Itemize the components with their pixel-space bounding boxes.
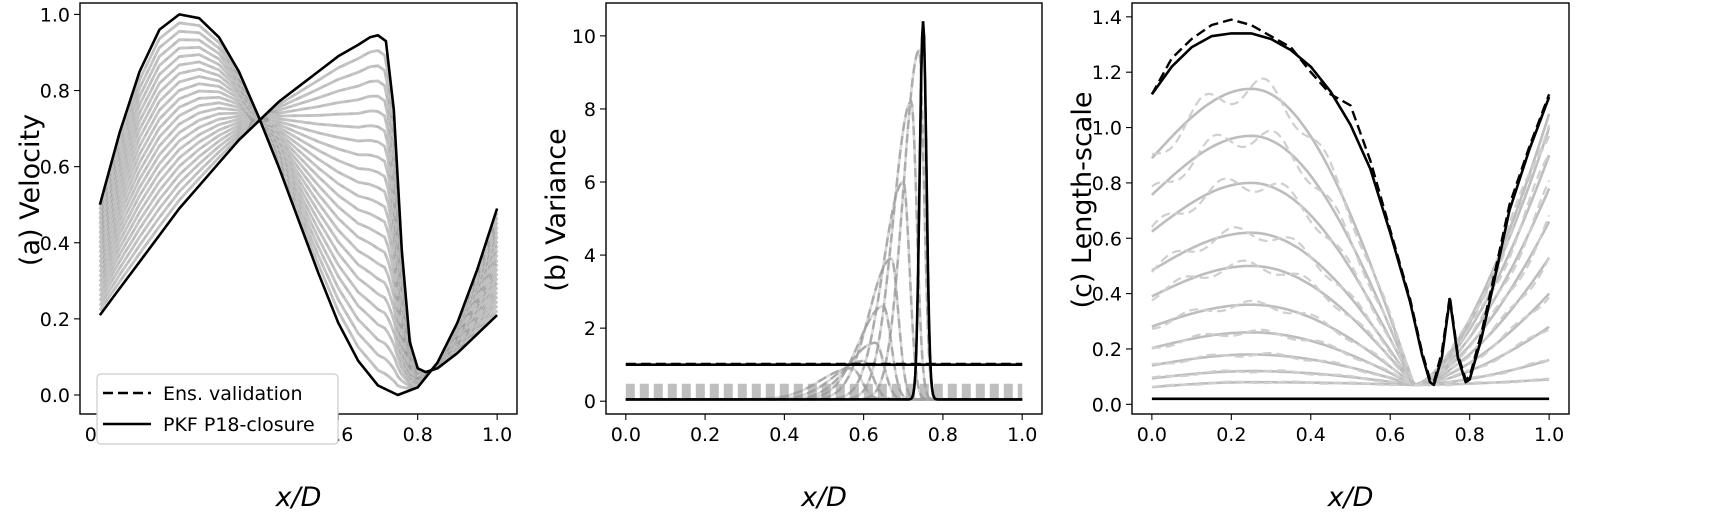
x-axis-label: x/D (275, 482, 322, 513)
y-tick-label: 1.0 (1092, 118, 1122, 140)
x-tick-label: 1.0 (1007, 424, 1037, 446)
length-scale-intermediate-dashed (1151, 129, 1551, 387)
axes-frame (605, 2, 1043, 415)
y-tick-label: 0.2 (40, 309, 70, 331)
length-scale-intermediate-solid (1151, 127, 1551, 387)
y-tick-label: 0.0 (1092, 394, 1122, 416)
length-scale-intermediate-dashed (1151, 359, 1550, 386)
x-tick-label: 1.0 (482, 424, 512, 446)
variance-final-spike-dashed (625, 21, 1023, 401)
y-tick-label: 0.6 (40, 157, 70, 179)
length-scale-axes: 0.0 0.2 0.4 0.6 0.8 1.0 0.0 0.2 0.4 0.6 0.8 1.0 1.2 1… (1067, 2, 1570, 513)
y-tick-label: 4 (584, 245, 596, 267)
velocity-intermediate-dashed (98, 96, 499, 380)
length-scale-final-line (1150, 32, 1551, 387)
variance-peak-dashed (625, 341, 1023, 401)
x-tick-label: 0.6 (1375, 424, 1405, 446)
legend-label-ensemble: Ens. validation (163, 383, 303, 405)
variance-peak-dashed (625, 99, 1023, 401)
y-axis-label: (c) Length-scale (1067, 92, 1098, 309)
variance-peak-dashed (625, 257, 1023, 401)
x-axis-label: x/D (1327, 482, 1374, 513)
length-scale-intermediate-dashed (1151, 257, 1551, 387)
length-scale-final-dashed (1150, 18, 1551, 385)
x-tick-label: 1.0 (1534, 424, 1564, 446)
y-tick-label: 0.4 (40, 233, 70, 255)
panel-variance: 0.0 0.2 0.4 0.6 0.8 1.0 0 2 4 6 8 10 x/D (b) Variance (541, 2, 1043, 513)
y-tick-label: 0 (584, 391, 596, 413)
velocity-intermediate-dashed (98, 101, 499, 379)
length-scale-intermediate-dashed (1151, 328, 1550, 387)
legend-box (96, 373, 339, 445)
y-tick-label: 0.2 (1092, 339, 1122, 361)
velocity-intermediate-dashed (98, 117, 499, 375)
velocity-intermediate-dashed (98, 106, 499, 379)
length-scale-intermediate-dashed (1151, 214, 1551, 386)
panel-velocity: 0.00.20.40.60.81.00.00.20.40.60.81.0x/D(… (15, 2, 518, 513)
variance-peak-solid (625, 48, 1023, 401)
y-tick-label: 2 (584, 318, 596, 340)
y-tick-label: 0.6 (1092, 228, 1122, 250)
velocity-intermediate-dashed (98, 111, 499, 378)
y-tick-label: 10 (572, 26, 596, 48)
y-tick-label: 0.4 (1092, 284, 1122, 306)
length-scale-intermediate-dashed (1151, 377, 1550, 389)
velocity-intermediate-solid (98, 106, 499, 379)
velocity-legend: Ens. validation PKF P18-closure (96, 373, 339, 445)
axes-frame (1131, 2, 1570, 415)
legend-label-pkf: PKF P18-closure (163, 414, 315, 436)
variance-peak-dashed (625, 48, 1023, 401)
variance-axes: 0.0 0.2 0.4 0.6 0.8 1.0 0 2 4 6 8 10 x/D (b) Variance (541, 2, 1043, 513)
velocity-intermediate-dashed (98, 38, 499, 387)
x-tick-label: 0.8 (928, 424, 958, 446)
velocity-intermediate-dashed (98, 30, 499, 388)
x-tick-label: 0.0 (1137, 424, 1167, 446)
x-tick-label: 0.2 (690, 424, 720, 446)
y-tick-label: 1.4 (1092, 7, 1122, 29)
length-scale-intermediate-dashed (1151, 296, 1550, 387)
x-tick-label: 0.8 (1455, 424, 1485, 446)
variance-final-spike (625, 21, 1023, 401)
length-scale-intermediate-dashed (1151, 77, 1551, 387)
velocity-intermediate-dashed (98, 60, 499, 384)
y-tick-label: 6 (584, 172, 596, 194)
y-tick-label: 0.8 (1092, 173, 1122, 195)
x-axis-label: x/D (800, 482, 847, 513)
length-scale-intermediate-dashed (1151, 153, 1551, 386)
x-tick-label: 0.8 (403, 424, 433, 446)
velocity-plot-area (98, 13, 499, 397)
y-tick-label: 0.8 (40, 81, 70, 103)
y-axis-label: (b) Variance (541, 128, 572, 291)
x-tick-label: 0.4 (1296, 424, 1326, 446)
y-tick-label: 1.0 (40, 4, 70, 26)
variance-plot-area (625, 21, 1023, 401)
length-scale-intermediate-solid (1151, 292, 1551, 387)
x-tick-label: 0.2 (1216, 424, 1246, 446)
length-scale-plot-area (1150, 18, 1551, 401)
velocity-intermediate-dashed (98, 49, 498, 374)
x-tick-label: 0.4 (769, 424, 799, 446)
velocity-intermediate-dashed (98, 109, 499, 375)
y-tick-label: 8 (584, 99, 596, 121)
x-tick-label: 0.6 (849, 424, 879, 446)
velocity-intermediate-dashed (98, 21, 499, 390)
y-tick-label: 0.0 (40, 385, 70, 407)
panel-length-scale: 0.0 0.2 0.4 0.6 0.8 1.0 0.0 0.2 0.4 0.6 0.8 1.0 1.2 1… (1067, 2, 1570, 513)
y-axis-label: (a) Velocity (15, 114, 46, 266)
length-scale-intermediate-dashed (1151, 180, 1551, 386)
y-tick-label: 1.2 (1092, 62, 1122, 84)
velocity-intermediate-solid (98, 111, 499, 378)
variance-peak-solid (625, 99, 1023, 401)
length-scale-intermediate-solid (1151, 256, 1551, 387)
variance-peak-dashed (625, 180, 1023, 401)
x-tick-label: 0.0 (611, 424, 641, 446)
variance-peak-solid (625, 180, 1023, 401)
velocity-final-line (98, 34, 499, 374)
variance-peak-dashed (625, 359, 1023, 401)
